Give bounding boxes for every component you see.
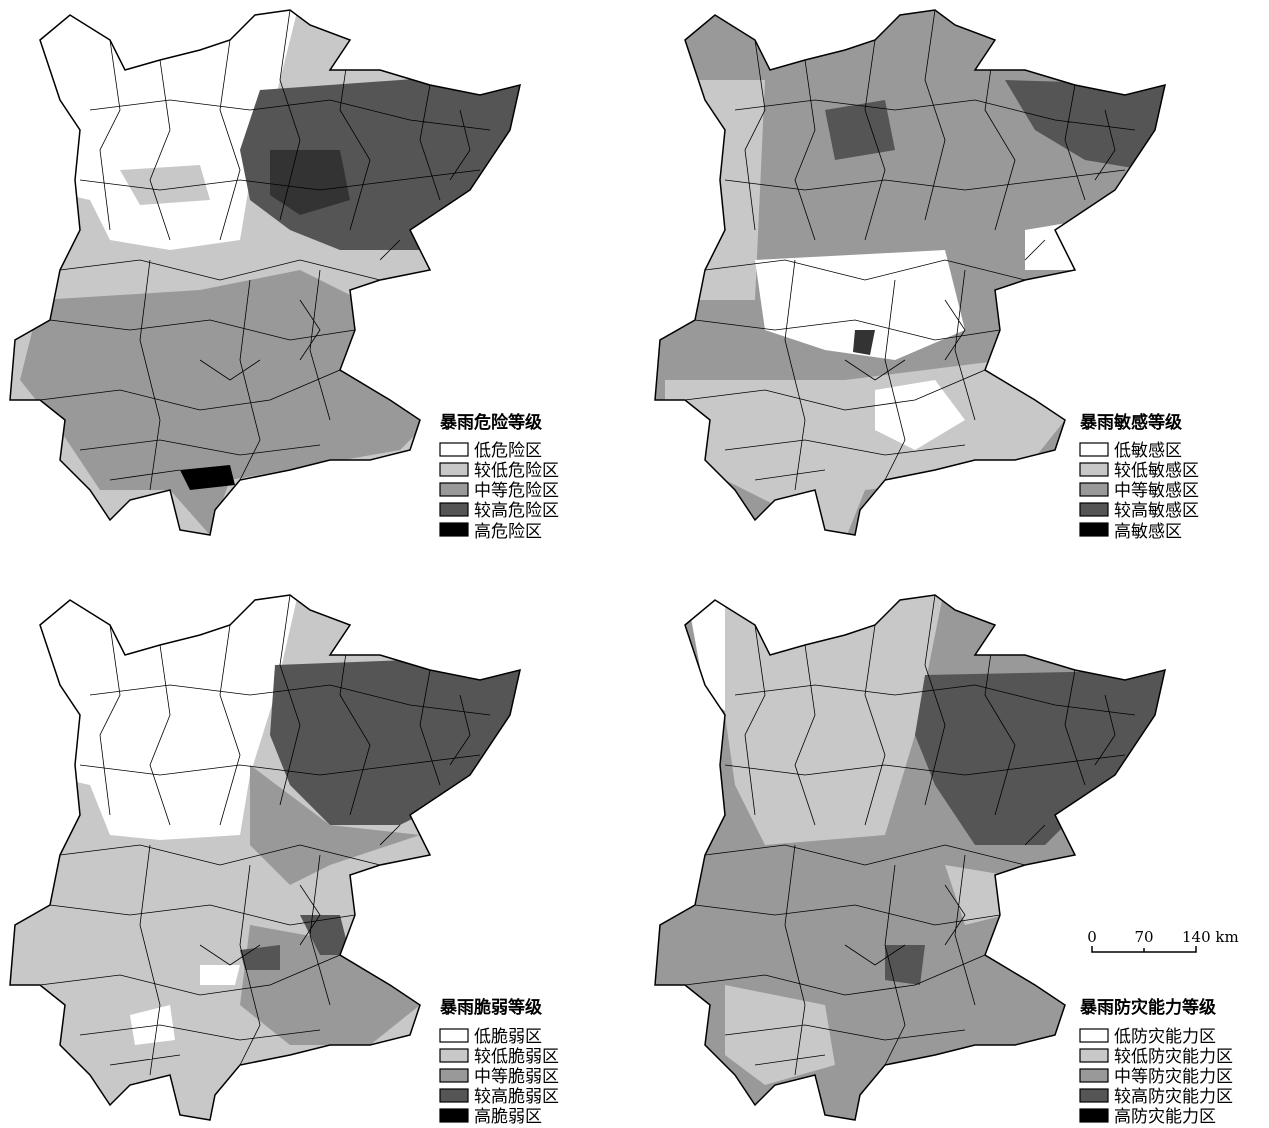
map-panel xyxy=(645,585,1185,1125)
legend-item: 低敏感区 xyxy=(1114,441,1182,461)
legend-item: 较高防灾能力区 xyxy=(1114,1087,1233,1107)
legend-swatch xyxy=(1080,1049,1108,1062)
legend: 暴雨危险等级 低危险区 较低危险区 中等危险区 较高危险区 高危险区 xyxy=(439,412,559,542)
map-region xyxy=(200,965,240,985)
legend-item: 较高危险区 xyxy=(474,501,559,521)
map-panel xyxy=(0,0,540,540)
legend-item: 高防灾能力区 xyxy=(1114,1107,1216,1127)
legend-item: 中等脆弱区 xyxy=(474,1067,559,1087)
legend-item: 低危险区 xyxy=(474,441,542,461)
legend: 暴雨敏感等级 低敏感区 较低敏感区 中等敏感区 较高敏感区 高敏感区 xyxy=(1079,412,1199,542)
legend-item: 高危险区 xyxy=(474,522,542,542)
map-panel xyxy=(645,0,1185,540)
legend-item: 较低敏感区 xyxy=(1114,461,1199,481)
legend-swatch xyxy=(440,1049,468,1062)
map-region xyxy=(0,0,540,540)
legend-swatch xyxy=(440,1089,468,1102)
legend-swatch xyxy=(440,443,468,456)
legend-swatch xyxy=(1080,483,1108,496)
map-region xyxy=(885,945,925,985)
legend-item: 中等防灾能力区 xyxy=(1114,1067,1233,1087)
legend-item: 高脆弱区 xyxy=(474,1107,542,1127)
legend-item: 较低脆弱区 xyxy=(474,1047,559,1067)
legend-item: 中等危险区 xyxy=(474,481,559,501)
legend-swatch xyxy=(440,463,468,476)
legend-swatch xyxy=(440,483,468,496)
legend-swatch xyxy=(1080,1109,1108,1122)
legend-item: 高敏感区 xyxy=(1114,522,1182,542)
legend-item: 较低危险区 xyxy=(474,461,559,481)
legend-item: 较高敏感区 xyxy=(1114,501,1199,521)
legend-title: 暴雨防灾能力等级 xyxy=(1079,997,1216,1018)
map-region xyxy=(270,655,540,825)
figure: 暴雨危险等级 低危险区 较低危险区 中等危险区 较高危险区 高危险区 暴雨敏感等… xyxy=(0,0,1269,1128)
scale-label: 140 km xyxy=(1182,928,1239,946)
scale-label: 0 xyxy=(1087,928,1097,946)
scale-label: 70 xyxy=(1134,928,1153,946)
page: 暴雨危险等级 低危险区 较低危险区 中等危险区 较高危险区 高危险区 暴雨敏感等… xyxy=(0,0,1269,1128)
scale-line xyxy=(1092,946,1196,952)
map-region xyxy=(0,585,540,1125)
legend-item: 低防灾能力区 xyxy=(1114,1027,1216,1047)
legend-swatch xyxy=(1080,463,1108,476)
legend-swatch xyxy=(1080,1089,1108,1102)
map-region xyxy=(645,80,765,300)
legend-item: 较低防灾能力区 xyxy=(1114,1047,1233,1067)
legend-swatch xyxy=(440,1069,468,1082)
legend-swatch xyxy=(440,503,468,516)
legend-item: 低脆弱区 xyxy=(474,1027,542,1047)
legend-swatch xyxy=(1080,503,1108,516)
legend-title: 暴雨危险等级 xyxy=(439,412,542,433)
legend-item: 较高脆弱区 xyxy=(474,1087,559,1107)
map-region xyxy=(645,0,1185,540)
legend-swatch xyxy=(440,1109,468,1122)
legend-swatch xyxy=(1080,523,1108,536)
legend-swatch xyxy=(1080,1069,1108,1082)
scale-bar: 0 70 140 km xyxy=(1087,928,1238,952)
legend: 暴雨脆弱等级 低脆弱区 较低脆弱区 中等脆弱区 较高脆弱区 高脆弱区 xyxy=(439,997,559,1127)
legend-swatch xyxy=(1080,1029,1108,1042)
legend-title: 暴雨脆弱等级 xyxy=(439,997,542,1018)
legend-swatch xyxy=(1080,443,1108,456)
legend: 暴雨防灾能力等级 低防灾能力区 较低防灾能力区 中等防灾能力区 较高防灾能力区 … xyxy=(1079,997,1233,1127)
legend-swatch xyxy=(440,1029,468,1042)
legend-swatch xyxy=(440,523,468,536)
map-region xyxy=(645,585,1185,1125)
legend-item: 中等敏感区 xyxy=(1114,481,1199,501)
legend-title: 暴雨敏感等级 xyxy=(1079,412,1182,433)
map-panel xyxy=(0,585,540,1125)
